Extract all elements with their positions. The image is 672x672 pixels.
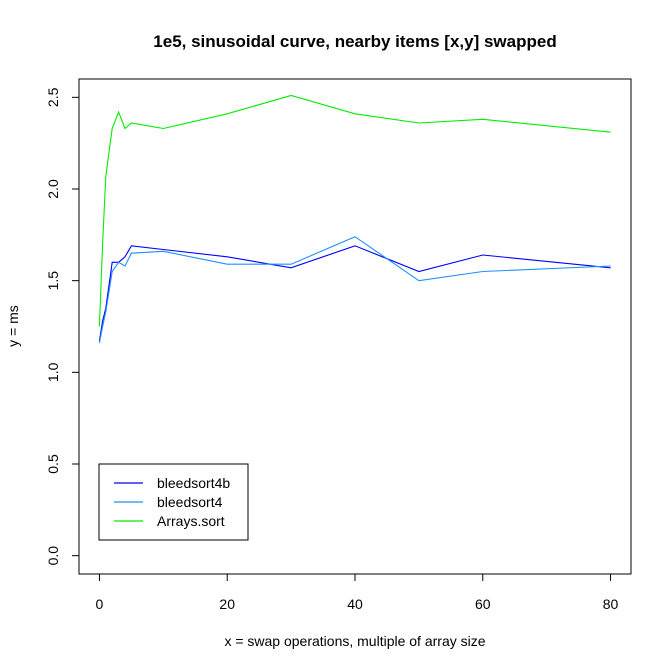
y-tick-label: 0.0 — [45, 546, 61, 566]
legend-label-arrays-sort: Arrays.sort — [157, 513, 225, 529]
x-tick-label: 60 — [475, 596, 491, 612]
x-tick-label: 80 — [603, 596, 619, 612]
x-axis-label: x = swap operations, multiple of array s… — [224, 633, 485, 649]
y-tick-label: 1.5 — [45, 271, 61, 291]
series-layer — [98, 94, 611, 344]
legend: bleedsort4b bleedsort4 Arrays.sort — [98, 463, 249, 541]
legend-label-bleedsort4b: bleedsort4b — [157, 475, 230, 491]
x-axis: 0 20 40 60 80 — [96, 573, 619, 612]
legend-label-bleedsort4: bleedsort4 — [157, 494, 223, 510]
x-tick-label: 40 — [347, 596, 363, 612]
y-axis: 0.0 0.5 1.0 1.5 2.0 2.5 — [45, 87, 80, 566]
y-tick-label: 0.5 — [45, 454, 61, 474]
series-line-bleedsort4b — [98, 245, 611, 342]
x-tick-label: 0 — [96, 596, 104, 612]
series-line-arrays-sort — [98, 94, 611, 327]
y-tick-label: 1.0 — [45, 362, 61, 382]
y-tick-label: 2.5 — [45, 87, 61, 107]
series-line-bleedsort4 — [98, 236, 611, 344]
chart-title: 1e5, sinusoidal curve, nearby items [x,y… — [153, 32, 556, 51]
x-tick-label: 20 — [219, 596, 235, 612]
y-axis-label: y = ms — [5, 305, 21, 347]
y-tick-label: 2.0 — [45, 179, 61, 199]
